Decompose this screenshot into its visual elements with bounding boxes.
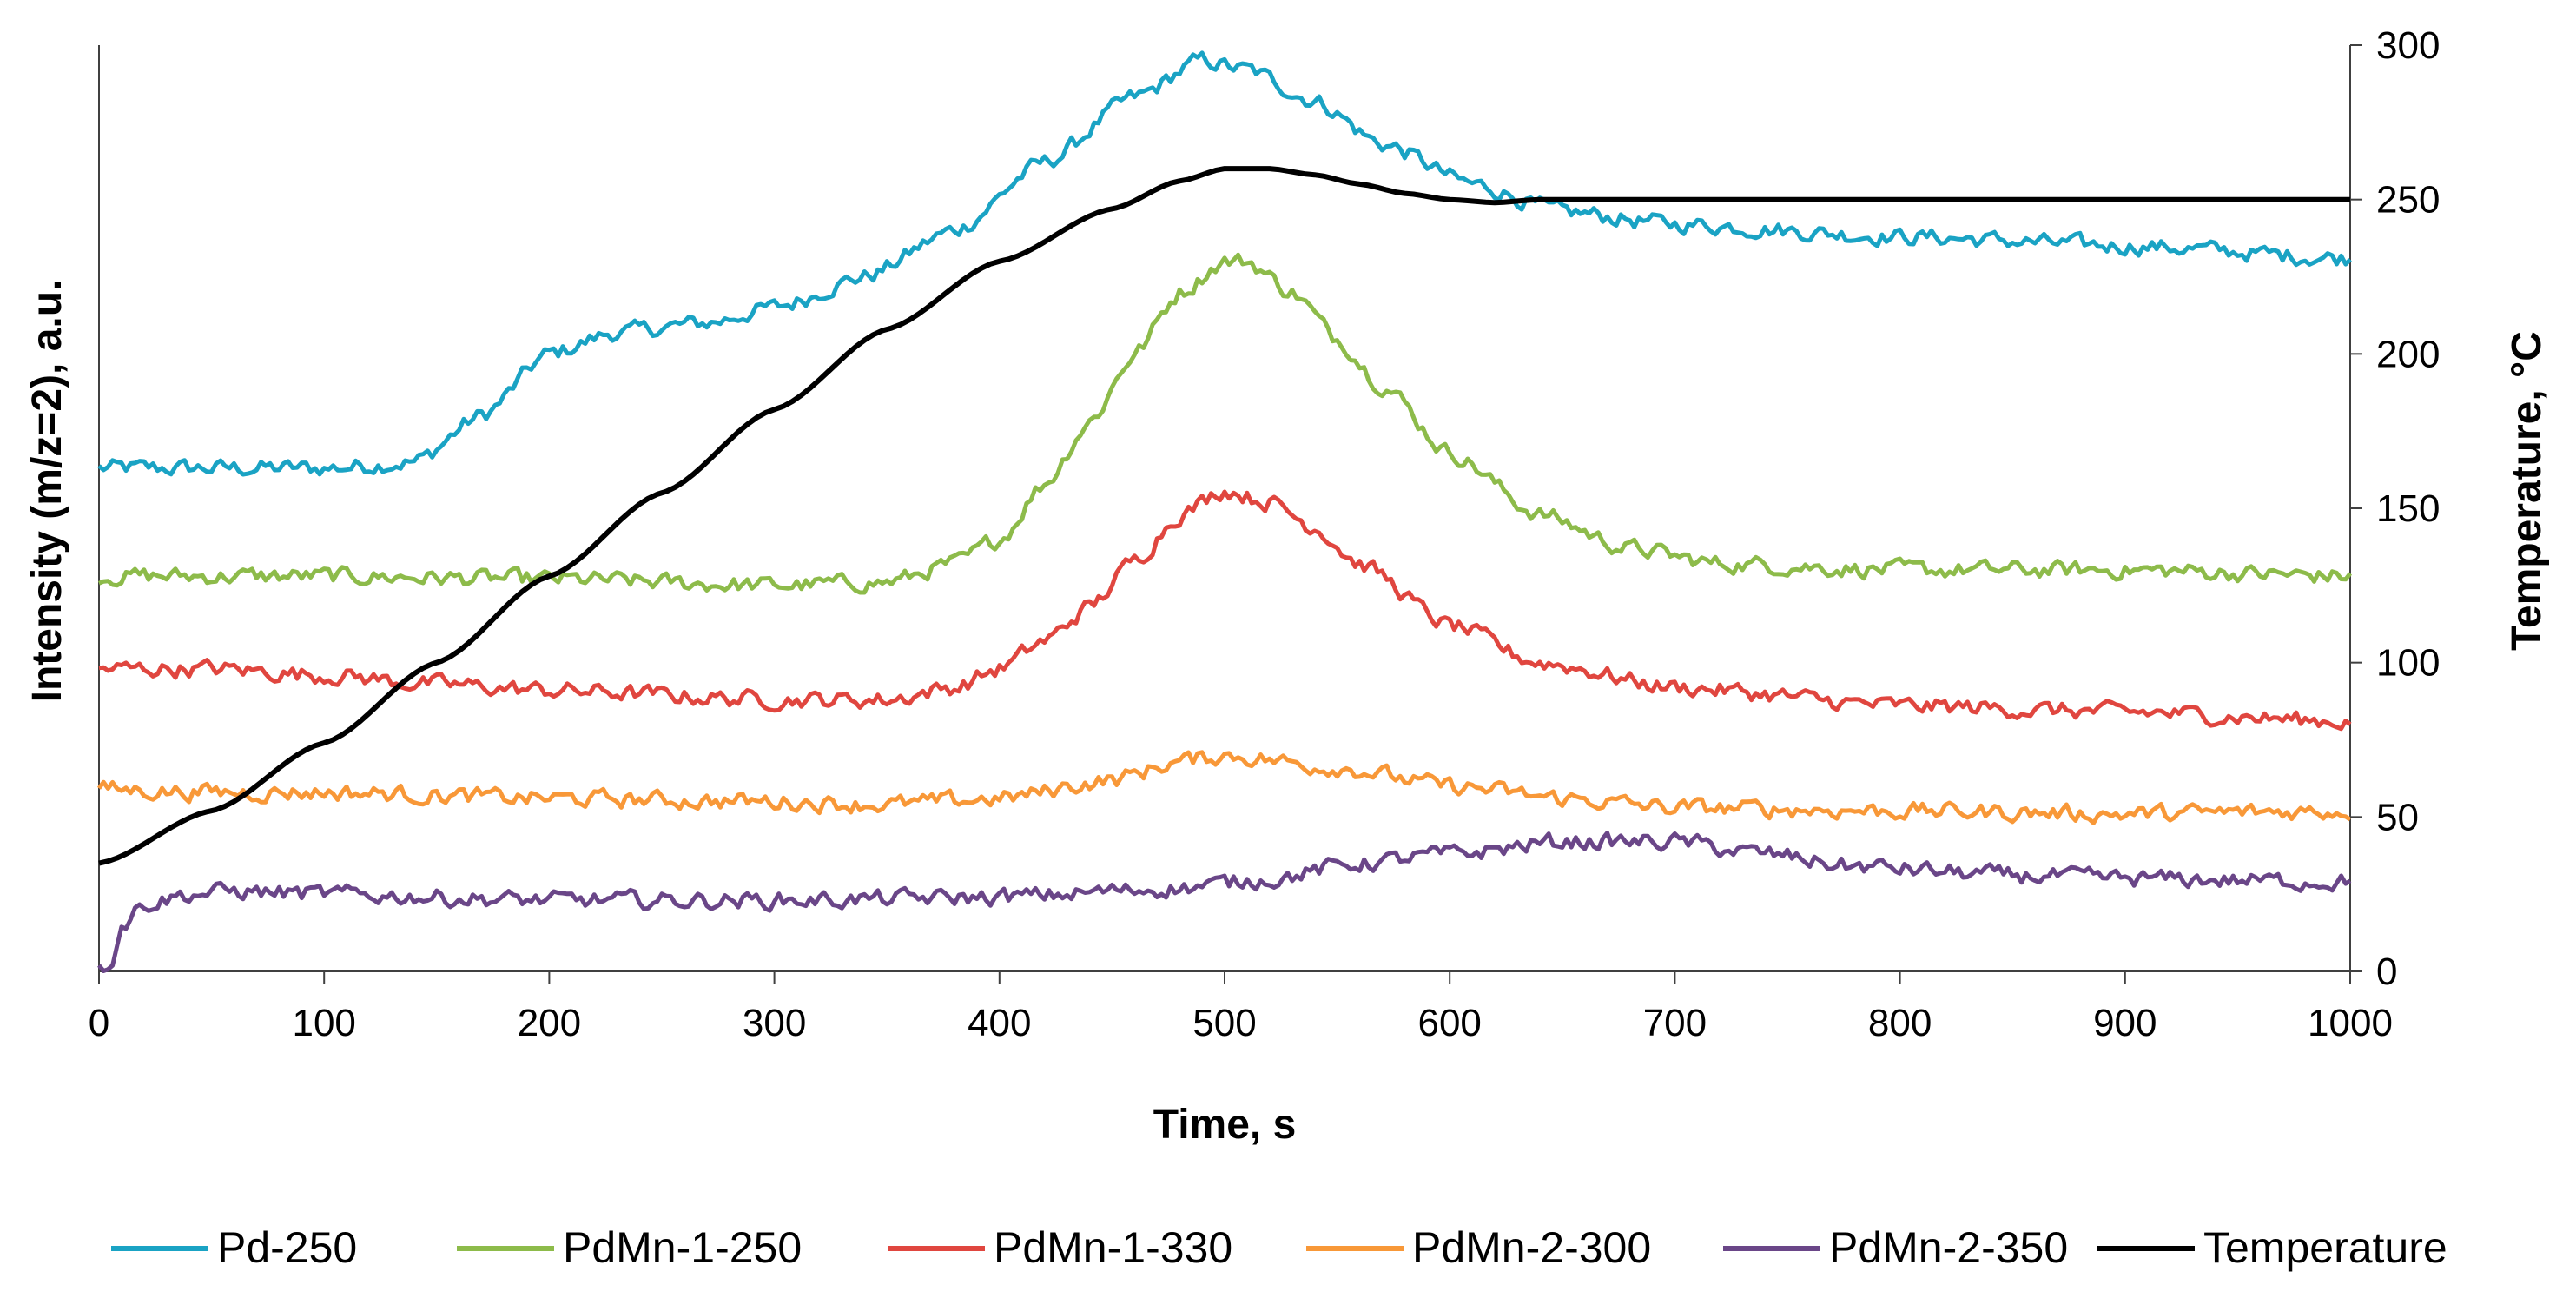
legend-label: PdMn-1-250 <box>563 1223 802 1272</box>
y-right-tick-label: 50 <box>2376 796 2419 838</box>
x-tick-label: 600 <box>1417 1002 1481 1044</box>
legend-label: PdMn-2-350 <box>1829 1223 2068 1272</box>
series-layer <box>96 50 2352 973</box>
legend-label: PdMn-2-300 <box>1412 1223 1651 1272</box>
x-axis-title: Time, s <box>1153 1102 1297 1148</box>
y-right-tick-label: 150 <box>2376 487 2440 530</box>
x-tick-label: 900 <box>2093 1002 2157 1044</box>
y-right-tick-label: 300 <box>2376 24 2440 67</box>
series-line-pdmn-2-350 <box>97 831 2352 973</box>
x-tick-label: 500 <box>1192 1002 1256 1044</box>
x-tick-label: 1000 <box>2308 1002 2393 1044</box>
x-tick-label: 300 <box>743 1002 806 1044</box>
x-tick-label: 200 <box>518 1002 581 1044</box>
y-right-tick-label: 100 <box>2376 642 2440 685</box>
legend-label: PdMn-1-330 <box>994 1223 1232 1272</box>
legend-label: Temperature <box>2203 1223 2447 1272</box>
series-line-temperature <box>98 166 2350 866</box>
axes <box>98 45 2351 972</box>
y-right-axis-title: Temperature, °C <box>2504 331 2550 651</box>
y-right-tick-label: 250 <box>2376 179 2440 222</box>
y-right-tick-label: 0 <box>2376 951 2397 993</box>
x-tick-label: 400 <box>968 1002 1031 1044</box>
y-right-tick-label: 200 <box>2376 333 2440 375</box>
series-line-pdmn-1-330 <box>98 489 2352 732</box>
series-line-pdmn-2-300 <box>96 750 2352 825</box>
x-tick-label: 800 <box>1868 1002 1932 1044</box>
x-tick-label: 700 <box>1643 1002 1707 1044</box>
series-line-pd-250 <box>97 50 2352 477</box>
legend-label: Pd-250 <box>217 1223 357 1272</box>
ticks-layer: 0 100 200 300 400 500 600 700 800 900 1000 0 50 100 15… <box>89 24 2441 1044</box>
legend: Pd-250 PdMn-1-250 PdMn-1-330 PdMn-2-300 PdMn… <box>111 1223 2447 1272</box>
y-left-axis-title: Intensity (m/z=2), a.u. <box>24 280 70 703</box>
x-tick-label: 0 <box>89 1002 109 1044</box>
x-tick-label: 100 <box>292 1002 355 1044</box>
series-line-pdmn-1-250 <box>98 252 2352 595</box>
